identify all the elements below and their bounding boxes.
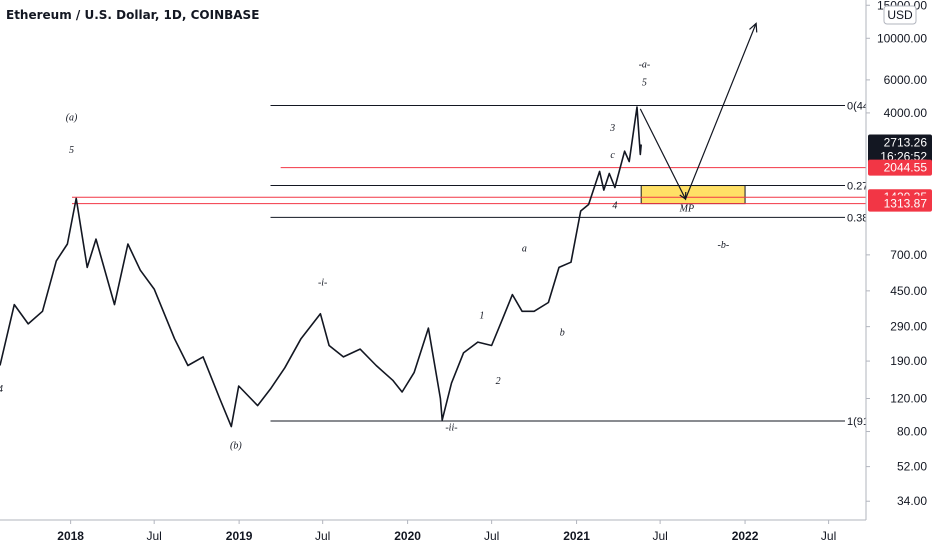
currency-box [883, 5, 917, 25]
levels-layer: 0(44 0.27 0.38 1(91 [72, 101, 869, 428]
fib-level-label: 1(91 [847, 416, 869, 428]
x-tick-label: Jul [484, 529, 499, 543]
zone-layer [640, 185, 746, 205]
y-tick-label: 80.00 [897, 425, 927, 439]
y-tick-label: 290.00 [890, 320, 927, 334]
wave-label: 4 [612, 200, 617, 211]
x-tick-label: 2020 [394, 529, 421, 543]
wave-label: 4 [0, 384, 3, 395]
wave-label: a [522, 243, 527, 254]
target-zone [640, 185, 746, 205]
wave-label: 3 [609, 123, 615, 134]
x-tick-label: Jul [147, 529, 162, 543]
series-layer [0, 106, 642, 428]
wave-label: 5 [69, 145, 74, 156]
wave-label: -a- [639, 59, 651, 70]
y-tick-label: 120.00 [890, 392, 927, 406]
price-badge [868, 195, 932, 212]
wave-label: -b- [718, 240, 730, 251]
price-series-line [0, 106, 642, 428]
price-badge [868, 134, 932, 165]
wave-label: c [610, 150, 615, 161]
price-badge-label: 2713.26 [884, 136, 928, 150]
y-tick-label: 450.00 [890, 284, 927, 298]
x-tick-label: Jul [821, 529, 836, 543]
x-tick-label: 2018 [57, 529, 84, 543]
wave-label: 1 [479, 311, 484, 322]
fib-level-label: 0.38 [847, 212, 868, 224]
fib-level-label: 0(44 [847, 101, 869, 113]
fib-level-label: 0.27 [847, 181, 868, 193]
wave-label: 2 [496, 376, 501, 387]
y-tick-label: 52.00 [897, 460, 927, 474]
x-tick-label: 2022 [732, 529, 759, 543]
price-badge-label: 2044.55 [884, 161, 928, 175]
chart-title: Ethereum / U.S. Dollar, 1D, COINBASE [6, 8, 260, 22]
wave-label: (a) [66, 112, 78, 123]
wave-label: 5 [642, 78, 647, 89]
price-badge [868, 159, 932, 176]
y-tick-label: 700.00 [890, 248, 927, 262]
price-axis-bg [866, 0, 932, 550]
y-tick-label: 6000.00 [884, 73, 928, 87]
price-badge-label: 1313.87 [884, 197, 928, 211]
wave-label: b [560, 328, 565, 339]
y-tick-label: 34.00 [897, 494, 927, 508]
y-tick-label: 10000.00 [877, 31, 927, 45]
x-tick-label: Jul [315, 529, 330, 543]
y-tick-label: 4000.00 [884, 106, 928, 120]
annotation-layer: -a- 5 3 c 4 MP -b-a b 1 2 -ii- -i- (a) 5 (b) 4 [0, 59, 729, 451]
x-tick-label: Jul [652, 529, 667, 543]
x-tick-label: 2021 [563, 529, 590, 543]
projection-vertex-arrow [679, 191, 687, 201]
wave-label: -i- [318, 278, 327, 289]
wave-label: MP [679, 204, 694, 215]
projection-layer [639, 22, 758, 201]
wave-label: -ii- [445, 423, 457, 434]
projection-arrowhead [749, 22, 758, 33]
y-tick-label: 190.00 [890, 354, 927, 368]
projection-path [639, 23, 757, 201]
currency-label: USD [887, 8, 913, 22]
wave-label: (b) [230, 440, 242, 451]
x-tick-label: 2019 [226, 529, 253, 543]
